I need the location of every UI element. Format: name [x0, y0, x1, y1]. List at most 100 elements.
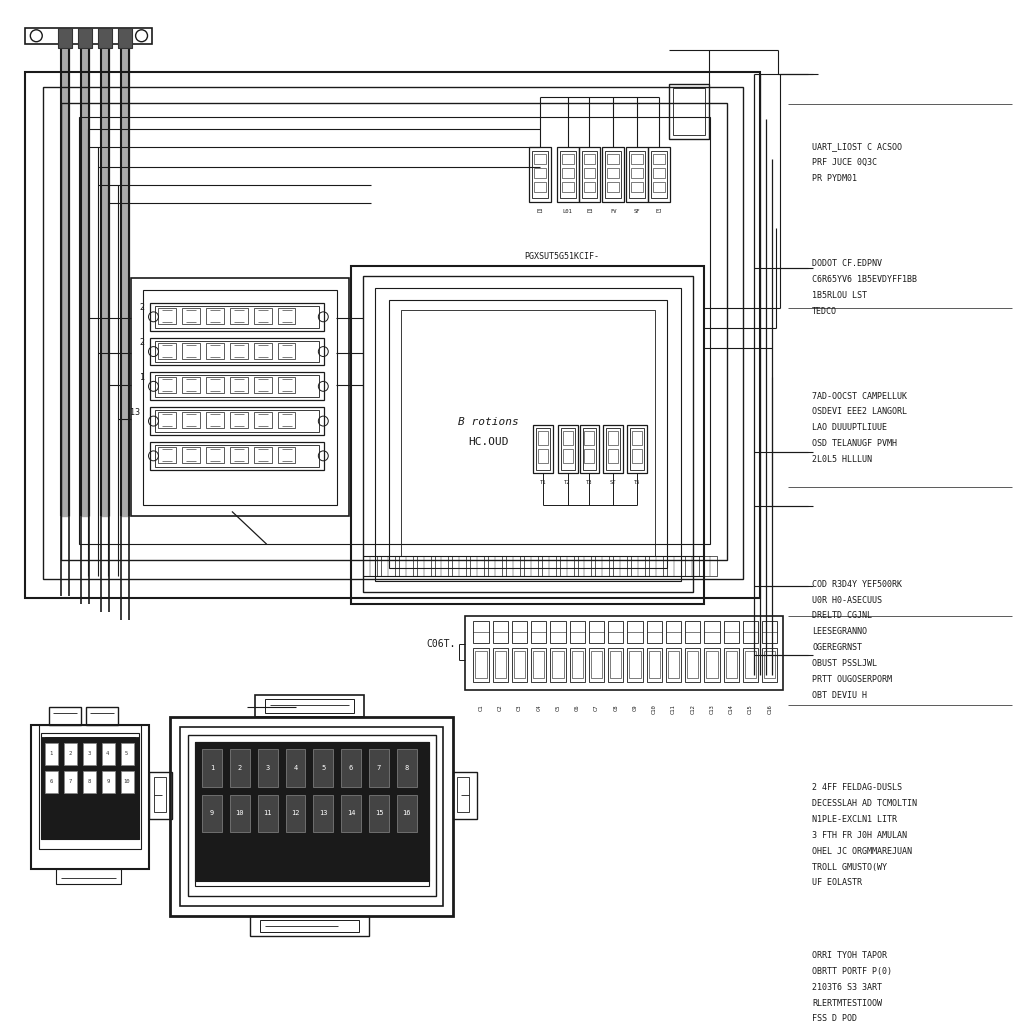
Bar: [255, 695, 364, 717]
Bar: [726, 650, 737, 678]
Bar: [632, 449, 642, 463]
Bar: [646, 621, 662, 642]
Bar: [396, 795, 417, 833]
Bar: [669, 84, 709, 139]
Text: C06T.: C06T.: [426, 639, 456, 648]
Bar: [278, 378, 296, 393]
Bar: [121, 742, 133, 765]
Text: B rotions: B rotions: [458, 417, 518, 427]
Text: 2: 2: [139, 303, 144, 312]
Bar: [702, 556, 717, 577]
Bar: [506, 556, 520, 577]
Text: 4: 4: [293, 765, 298, 771]
Bar: [396, 749, 417, 786]
Bar: [375, 288, 681, 581]
Text: T3: T3: [586, 479, 593, 484]
Text: 2: 2: [238, 765, 242, 771]
Bar: [389, 300, 667, 568]
Text: 11: 11: [263, 810, 272, 816]
Text: T1: T1: [540, 479, 546, 484]
Text: UART_LIOST C ACSOO: UART_LIOST C ACSOO: [812, 142, 902, 152]
Bar: [101, 771, 115, 793]
Bar: [613, 556, 628, 577]
Bar: [631, 556, 645, 577]
Bar: [591, 650, 602, 678]
Bar: [45, 742, 58, 765]
Text: U0R H0-ASECUUS: U0R H0-ASECUUS: [812, 596, 882, 604]
Bar: [45, 771, 58, 793]
Text: T2: T2: [564, 479, 570, 484]
Bar: [159, 378, 176, 393]
Text: RLERTMTESTIOOW: RLERTMTESTIOOW: [812, 998, 882, 1008]
Bar: [705, 647, 720, 682]
Bar: [182, 378, 200, 393]
Text: DRELTD CGJNL: DRELTD CGJNL: [812, 611, 872, 621]
Bar: [265, 699, 354, 713]
Bar: [156, 444, 319, 467]
Bar: [230, 308, 248, 324]
Text: 16: 16: [402, 810, 411, 816]
Bar: [534, 181, 546, 191]
Text: LAO DUUUPTLIUUE: LAO DUUUPTLIUUE: [812, 423, 887, 432]
Bar: [560, 556, 573, 577]
Text: 2103T6 S3 3ART: 2103T6 S3 3ART: [812, 983, 882, 991]
Text: 1: 1: [210, 765, 214, 771]
Text: 2: 2: [69, 752, 72, 757]
Bar: [538, 431, 548, 444]
Bar: [764, 650, 775, 678]
Text: T5: T5: [634, 479, 640, 484]
Bar: [589, 621, 604, 642]
Bar: [571, 650, 583, 678]
Text: PRTT OUGOSERPORM: PRTT OUGOSERPORM: [812, 675, 892, 684]
Text: C16: C16: [767, 705, 772, 714]
Bar: [151, 408, 325, 435]
Bar: [159, 308, 176, 324]
Bar: [585, 449, 594, 463]
Bar: [628, 425, 647, 473]
Bar: [653, 168, 665, 178]
Text: L01: L01: [563, 209, 572, 214]
Bar: [78, 28, 92, 48]
Bar: [534, 168, 546, 178]
Bar: [39, 725, 140, 849]
Bar: [630, 650, 641, 678]
Bar: [156, 306, 319, 328]
Text: 1B5RLOU LST: 1B5RLOU LST: [812, 291, 867, 300]
Bar: [258, 749, 278, 786]
Bar: [514, 650, 525, 678]
Text: ST: ST: [610, 479, 616, 484]
Bar: [743, 647, 758, 682]
Bar: [550, 647, 565, 682]
Bar: [603, 425, 624, 473]
Bar: [206, 412, 224, 428]
Bar: [561, 428, 574, 470]
Text: C1: C1: [478, 705, 483, 711]
Bar: [121, 771, 133, 793]
Bar: [584, 181, 595, 191]
Bar: [313, 749, 333, 786]
Bar: [762, 647, 777, 682]
Bar: [313, 795, 333, 833]
Bar: [531, 151, 548, 198]
Bar: [142, 290, 337, 505]
Text: C14: C14: [729, 705, 734, 714]
Text: PRF JUCE 0Q3C: PRF JUCE 0Q3C: [812, 159, 877, 167]
Bar: [473, 647, 488, 682]
Bar: [364, 276, 693, 592]
Text: 1: 1: [49, 752, 53, 757]
Text: N1PLE-EXCLN1 LITR: N1PLE-EXCLN1 LITR: [812, 815, 897, 824]
Text: C10: C10: [651, 705, 656, 714]
Bar: [605, 151, 622, 198]
Bar: [202, 795, 222, 833]
Bar: [632, 431, 642, 444]
Bar: [532, 425, 553, 473]
Text: 7: 7: [69, 779, 72, 784]
Text: 9: 9: [210, 810, 214, 816]
Text: DECESSLAH AD TCMOLTIN: DECESSLAH AD TCMOLTIN: [812, 799, 918, 808]
Bar: [762, 621, 777, 642]
Bar: [562, 431, 572, 444]
Text: 14: 14: [347, 810, 355, 816]
Bar: [230, 378, 248, 393]
Bar: [258, 795, 278, 833]
Text: 3: 3: [265, 765, 269, 771]
